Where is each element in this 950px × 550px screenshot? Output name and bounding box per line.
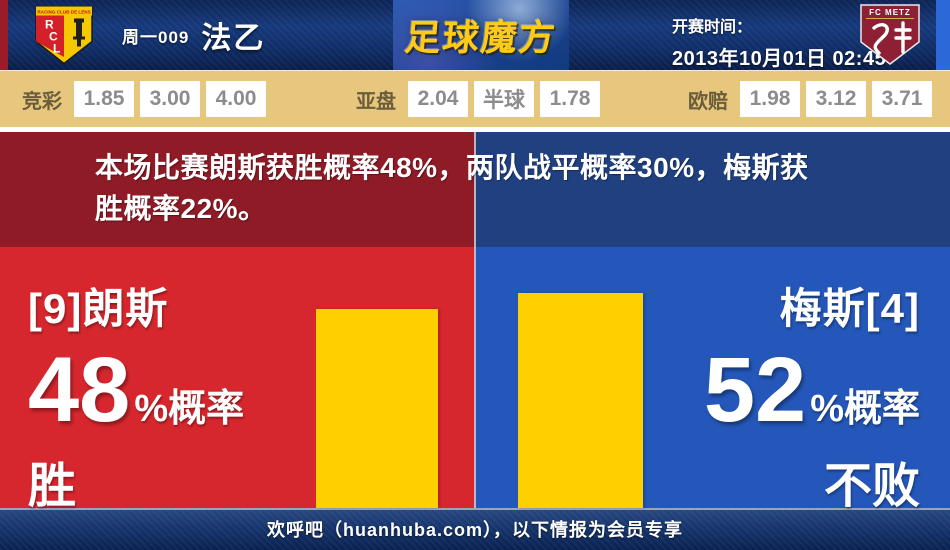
kickoff-label: 开赛时间：: [672, 19, 753, 36]
home-probability-value: 48: [28, 339, 131, 441]
odds-group-asian-handicap: 亚盘 2.04 半球 1.78: [356, 71, 600, 127]
odds-value-handicap-home: 2.04: [408, 81, 468, 117]
odds-value-handicap-away: 1.78: [540, 81, 600, 117]
away-headline-background: [475, 132, 950, 247]
footer-top-line: [0, 508, 950, 510]
away-probability-bar: [518, 293, 643, 508]
lens-crest-letter-c: C: [49, 30, 58, 44]
lens-crest-letter-l: L: [53, 42, 60, 56]
odds-value-european-home: 1.98: [740, 81, 800, 117]
match-info: 周一009 法乙: [122, 0, 265, 70]
odds-bar: 竞彩 1.85 3.00 4.00 亚盘 2.04 半球 1.78 欧赔 1.9…: [0, 71, 950, 127]
away-probability-suffix: %概率: [810, 388, 920, 430]
match-probability-summary: 本场比赛朗斯获胜概率48%，两队战平概率30%，梅斯获胜概率22%。: [95, 152, 809, 224]
home-team-name: [9]朗斯: [28, 285, 169, 332]
odds-main-gap: [0, 127, 950, 132]
odds-value-handicap-line: 半球: [474, 81, 534, 117]
home-probability-row: 48 %概率: [28, 342, 244, 438]
match-code: 周一009: [122, 27, 190, 47]
metz-crest-cross-of-lorraine: [894, 21, 912, 54]
home-outcome-label: 胜: [28, 460, 77, 513]
odds-value-european-draw: 3.12: [806, 81, 866, 117]
metz-crest-banner-text: FC METZ: [869, 8, 911, 17]
footer-text: 欢呼吧（huanhuba.com），以下情报为会员专享: [266, 520, 683, 540]
odds-group-jingcai: 竞彩 1.85 3.00 4.00: [22, 71, 266, 127]
away-probability-value: 52: [703, 339, 807, 441]
home-headline-background: [0, 132, 475, 247]
brand-panel: 足球魔方: [393, 0, 569, 70]
league-name: 法乙: [201, 22, 266, 55]
metz-crest-dragon: [872, 23, 889, 55]
kickoff-datetime: 2013年10月01日 02:45: [672, 48, 887, 70]
lens-crest-lantern: [73, 18, 85, 47]
header-left-accent-stripe: [0, 0, 8, 70]
probability-comparison-area: 本场比赛朗斯获胜概率48%，两队战平概率30%，梅斯获胜概率22%。 [9]朗斯…: [0, 132, 950, 513]
site-brand-logo: 足球魔方: [402, 17, 559, 58]
odds-group-european: 欧赔 1.98 3.12 3.71: [688, 71, 932, 127]
odds-value-jingcai-draw: 3.00: [140, 81, 200, 117]
away-team-block: 梅斯[4] 52 %概率 不败: [704, 275, 920, 516]
match-header: RACING CLUB DE LENS R C L 周一009 法乙 足球魔方 …: [0, 0, 950, 70]
header-right-accent-stripe: [936, 0, 950, 70]
odds-label-jingcai: 竞彩: [22, 90, 62, 113]
panels-divider-line: [474, 132, 476, 508]
metz-crest-icon: FC METZ: [860, 4, 920, 65]
away-team-crest-metz: FC METZ: [858, 4, 922, 66]
header-divider-line: [0, 70, 950, 71]
lens-crest-icon: RACING CLUB DE LENS R C L: [35, 5, 93, 65]
odds-value-jingcai-home: 1.85: [74, 81, 134, 117]
odds-label-asian-handicap: 亚盘: [356, 90, 396, 113]
lens-crest-letter-r: R: [45, 18, 54, 32]
home-team-crest-lens: RACING CLUB DE LENS R C L: [33, 5, 95, 66]
kickoff-info: 开赛时间： 2013年10月01日 02:45: [672, 13, 886, 71]
odds-label-european: 欧赔: [688, 90, 728, 113]
lens-crest-banner-text: RACING CLUB DE LENS: [37, 10, 90, 15]
home-probability-suffix: %概率: [134, 388, 245, 430]
away-outcome-label: 不败: [823, 460, 920, 513]
away-team-name: 梅斯[4]: [779, 285, 920, 332]
away-probability-row: 52 %概率: [704, 342, 920, 438]
footer-banner: 欢呼吧（huanhuba.com），以下情报为会员专享: [0, 510, 950, 550]
home-team-block: [9]朗斯 48 %概率 胜: [28, 275, 244, 516]
odds-value-european-away: 3.71: [872, 81, 932, 117]
odds-value-jingcai-away: 4.00: [206, 81, 266, 117]
home-probability-bar: [316, 309, 438, 508]
